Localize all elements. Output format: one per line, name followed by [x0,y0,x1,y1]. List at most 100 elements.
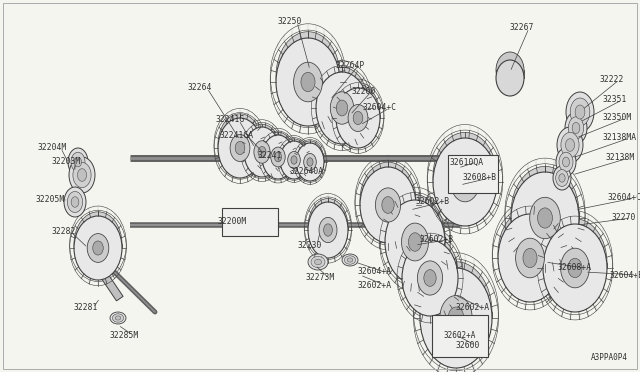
Ellipse shape [458,172,472,192]
Text: 32350M: 32350M [603,113,632,122]
Text: 32602+A: 32602+A [358,280,392,289]
Ellipse shape [382,197,394,214]
Ellipse shape [308,199,348,254]
Text: 32281: 32281 [74,304,99,312]
Ellipse shape [235,141,245,155]
Ellipse shape [336,100,348,116]
Text: 32608+A: 32608+A [558,263,592,273]
Text: 32267: 32267 [510,23,534,32]
Ellipse shape [288,151,300,169]
Ellipse shape [74,212,122,276]
Ellipse shape [262,135,294,179]
Text: 32282: 32282 [52,228,76,237]
Ellipse shape [376,188,401,222]
Ellipse shape [316,72,368,144]
Text: 32604+B: 32604+B [610,270,640,279]
Ellipse shape [448,307,464,329]
Ellipse shape [275,152,282,162]
Ellipse shape [280,141,308,179]
Ellipse shape [336,88,380,148]
Ellipse shape [301,72,315,92]
Ellipse shape [348,105,368,131]
Ellipse shape [543,219,607,307]
Ellipse shape [401,223,429,261]
Ellipse shape [307,158,313,166]
Ellipse shape [433,138,497,226]
Text: 32351: 32351 [603,96,627,105]
Ellipse shape [511,166,579,259]
Ellipse shape [71,152,85,172]
Ellipse shape [113,314,124,322]
Ellipse shape [523,248,537,268]
Ellipse shape [87,234,109,262]
Bar [448,155,498,193]
Ellipse shape [433,132,497,220]
Ellipse shape [360,162,416,238]
Ellipse shape [402,240,458,316]
Text: 32608+B: 32608+B [463,173,497,183]
Ellipse shape [385,200,445,284]
Ellipse shape [440,295,472,340]
Ellipse shape [543,224,607,312]
Ellipse shape [556,170,568,186]
Ellipse shape [74,216,122,280]
Ellipse shape [385,195,445,279]
Ellipse shape [572,122,580,134]
Text: 32203M: 32203M [52,157,81,167]
Ellipse shape [360,167,416,243]
Ellipse shape [77,169,86,181]
Bar [222,208,278,236]
Ellipse shape [496,52,524,88]
Text: 32604+A: 32604+A [358,267,392,276]
Ellipse shape [316,67,368,139]
Text: 32285M: 32285M [110,330,140,340]
Ellipse shape [314,259,321,265]
Ellipse shape [353,111,363,125]
Ellipse shape [308,254,328,270]
Ellipse shape [498,209,562,297]
Ellipse shape [559,174,565,182]
Bar [101,274,123,301]
Ellipse shape [565,112,587,144]
Ellipse shape [496,60,524,96]
Ellipse shape [69,157,95,193]
Ellipse shape [218,114,262,174]
Text: 32260: 32260 [352,87,376,96]
Ellipse shape [336,84,380,144]
Ellipse shape [311,256,325,267]
Text: 32273M: 32273M [306,273,335,282]
Ellipse shape [511,172,579,264]
Ellipse shape [561,132,579,158]
Ellipse shape [557,127,583,163]
Text: 32138MA: 32138MA [603,134,637,142]
Ellipse shape [68,148,88,176]
Ellipse shape [93,241,103,255]
Text: 32602+A: 32602+A [444,331,476,340]
Text: 32604+C: 32604+C [608,193,640,202]
Ellipse shape [330,92,354,124]
Ellipse shape [74,157,81,167]
Text: 322640A: 322640A [290,167,324,176]
Text: A3PPA0P4: A3PPA0P4 [591,353,628,362]
Ellipse shape [530,197,560,239]
Text: 32241G: 32241G [216,115,245,125]
Ellipse shape [420,262,492,362]
Ellipse shape [344,256,356,264]
Text: 32264P: 32264P [336,61,365,70]
Ellipse shape [304,153,316,170]
Ellipse shape [73,163,91,187]
Ellipse shape [568,117,584,139]
Ellipse shape [67,192,83,212]
Text: 32602+A: 32602+A [456,304,490,312]
Text: 32602+B: 32602+B [420,235,454,244]
Ellipse shape [516,238,545,278]
Ellipse shape [308,202,348,258]
Ellipse shape [262,132,294,176]
Text: 32264: 32264 [188,83,212,93]
Ellipse shape [276,32,340,120]
Ellipse shape [575,105,585,119]
Ellipse shape [561,248,589,288]
Ellipse shape [563,157,570,167]
Ellipse shape [417,261,443,295]
Ellipse shape [291,156,297,164]
